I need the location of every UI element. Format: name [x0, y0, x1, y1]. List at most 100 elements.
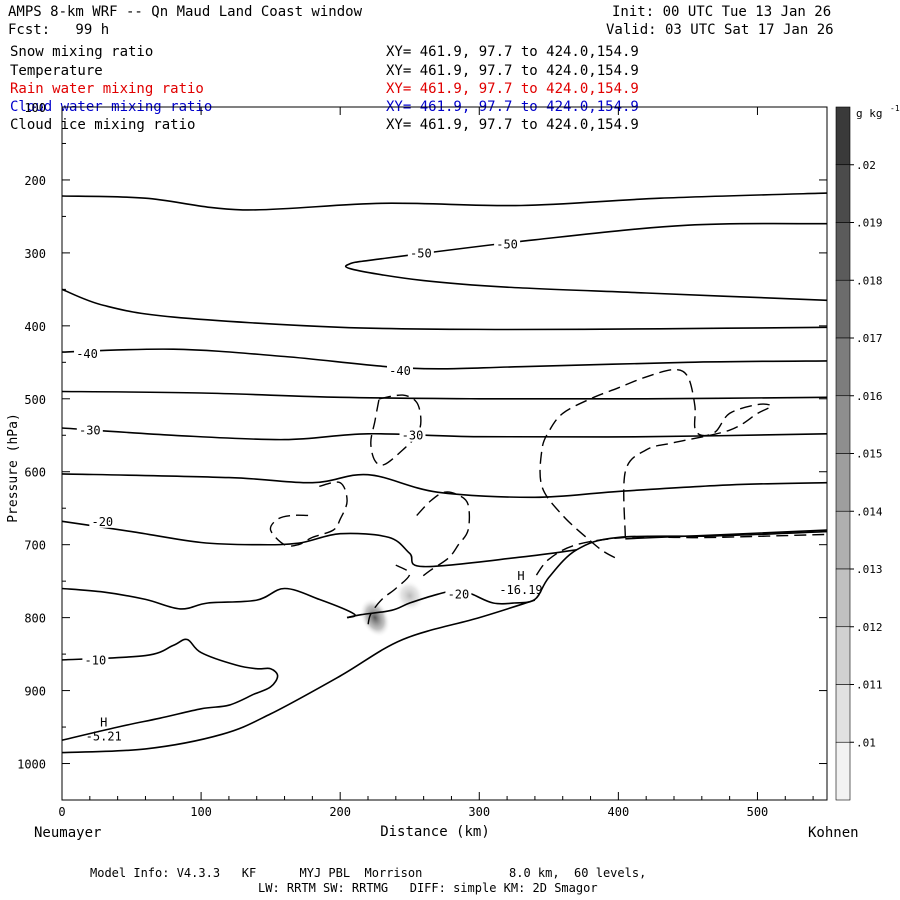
isotherm-11 — [61, 599, 536, 754]
contour-label-7: -20 — [448, 588, 470, 602]
y-tick-label-6: 400 — [24, 320, 46, 334]
colorbar-tick-label-9: .011 — [856, 679, 883, 692]
field-xy-cloud-ice: XY= 461.9, 97.7 to 424.0,154.9 — [386, 117, 639, 133]
colorbar-tick-label-4: .016 — [856, 390, 883, 403]
colorbar-tick-label-7: .013 — [856, 563, 883, 576]
x-tick-label-5: 500 — [747, 805, 769, 819]
isotherm-6 — [61, 473, 828, 499]
contour-label-bg — [82, 652, 109, 667]
x-tick-label-3: 300 — [468, 805, 490, 819]
x-end-location: Kohnen — [808, 825, 859, 841]
isotherm-10 — [61, 638, 279, 741]
field-name-rain: Rain water mixing ratio — [10, 81, 204, 97]
colorbar-segment-8 — [835, 568, 851, 628]
colorbar-segment-6 — [835, 453, 851, 512]
contour-label-bg — [407, 245, 434, 260]
colorbar-segment-2 — [835, 222, 851, 281]
dashed-contour-2 — [367, 564, 411, 626]
x-tick-label-0: 0 — [58, 805, 65, 819]
colorbar-units: g kg — [856, 107, 883, 120]
colorbar-segment-11 — [835, 741, 851, 801]
mixing-ratio-shading — [359, 580, 425, 638]
field-name-snow: Snow mixing ratio — [10, 44, 154, 60]
contour-label-0: -50 — [410, 246, 432, 260]
colorbar-tick-label-1: .019 — [856, 217, 883, 230]
dashed-contour-4 — [370, 394, 422, 466]
contour-labels: -50-50-40-40-30 -30-20-20-10H-5.21H-16.19 — [74, 236, 543, 744]
dashed-contour-0 — [534, 533, 825, 578]
y-tick-label-8: 200 — [24, 174, 46, 188]
contour-label-bg — [494, 236, 521, 251]
temperature-contours — [61, 192, 828, 754]
isotherm-2 — [61, 288, 828, 331]
isotherm-0 — [61, 192, 828, 211]
contour-label-bg — [76, 422, 103, 437]
plot-frame — [61, 106, 828, 801]
isotherm-4 — [61, 390, 828, 400]
shading-blob-1 — [395, 580, 425, 612]
contour-label-bg — [399, 427, 426, 442]
x-axis-label: Distance (km) — [380, 824, 490, 840]
x-tick-label-2: 200 — [329, 805, 351, 819]
y-tick-label-3: 700 — [24, 539, 46, 553]
contour-label-3: -40 — [389, 364, 411, 378]
field-name-cloud-ice: Cloud ice mixing ratio — [10, 117, 196, 133]
isotherm-1 — [344, 222, 828, 302]
dashed-contour-1 — [539, 368, 773, 560]
field-xy-rain: XY= 461.9, 97.7 to 424.0,154.9 — [386, 81, 639, 97]
dashed-contour-3 — [416, 491, 471, 579]
colorbar-tick-label-2: .018 — [856, 274, 883, 287]
chart-title: AMPS 8-km WRF -- Qn Maud Land Coast wind… — [8, 4, 363, 20]
x-axis: 0 100 200 300 400 500 — [58, 107, 814, 819]
contour-label-6: -20 — [91, 515, 113, 529]
contour-label-2: -40 — [76, 347, 98, 361]
colorbar-segment-5 — [835, 395, 851, 454]
y-axis: 1000 900 800 700 600 500 400 300 200 100 — [17, 101, 827, 772]
colorbar-segment-9 — [835, 626, 851, 685]
field-xy-temperature: XY= 461.9, 97.7 to 424.0,154.9 — [386, 63, 639, 79]
isotherm-12 — [625, 529, 828, 540]
colorbar-segment-7 — [835, 510, 851, 570]
dashed-contour-5 — [269, 481, 348, 547]
field-xy-snow: XY= 461.9, 97.7 to 424.0,154.9 — [386, 44, 639, 60]
colorbar-tick-label-0: .02 — [856, 159, 876, 172]
y-tick-label-9: 100 — [24, 101, 46, 115]
cloud-ice-contours — [269, 368, 825, 626]
contour-label-8: -10 — [85, 653, 107, 667]
contour-label-bg — [74, 346, 101, 361]
y-tick-label-0: 1000 — [17, 758, 46, 772]
contour-label-bg — [386, 362, 413, 377]
y-tick-label-4: 600 — [24, 466, 46, 480]
model-info: Model Info: V4.3.3 KF MYJ PBL Morrison 8… — [90, 866, 647, 880]
y-tick-label-5: 500 — [24, 393, 46, 407]
colorbar-tick-label-10: .01 — [856, 736, 876, 749]
contour-label-bg — [445, 586, 472, 601]
shading-blob-0 — [359, 598, 391, 638]
colorbar-segment-3 — [835, 279, 851, 339]
x-tick-label-1: 100 — [190, 805, 212, 819]
y-tick-label-2: 800 — [24, 612, 46, 626]
extremum-symbol-0: H — [100, 716, 107, 730]
isotherm-5 — [61, 427, 828, 441]
colorbar-tick-label-6: .014 — [856, 505, 883, 518]
isotherm-9 — [61, 587, 356, 619]
extremum-value-1: -16.19 — [499, 583, 542, 597]
colorbar-segment-0 — [835, 106, 851, 166]
x-start-location: Neumayer — [34, 825, 101, 841]
colorbar: .02 .019 .018 .017 .016 .015 .014 .013 .012 .011.… — [835, 104, 900, 801]
forecast-hour: Fcst: 99 h — [8, 22, 110, 38]
isotherm-3 — [61, 348, 828, 370]
colorbar-segment-1 — [835, 164, 851, 223]
colorbar-tick-label-8: .012 — [856, 621, 883, 634]
y-tick-label-7: 300 — [24, 247, 46, 261]
x-tick-label-4: 400 — [608, 805, 630, 819]
colorbar-tick-label-3: .017 — [856, 332, 883, 345]
contour-label-4: -30 — [79, 424, 101, 438]
extremum-symbol-1: H — [517, 569, 524, 583]
contour-label-1: -50 — [496, 238, 518, 252]
colorbar-units-exponent: -1 — [890, 104, 900, 113]
contour-label-5: -30 — [402, 429, 424, 443]
extremum-value-0: -5.21 — [86, 730, 122, 744]
contour-label-bg — [89, 513, 116, 528]
